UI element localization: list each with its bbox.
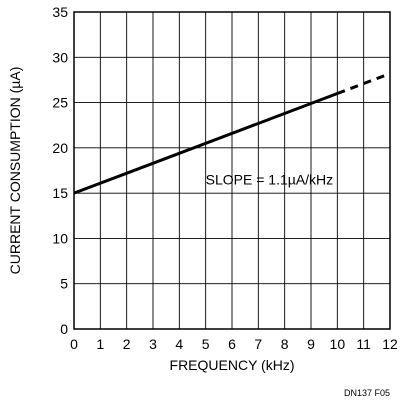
y-tick-labels: 0 5 10 15 20 25 30 35 [52,4,68,337]
figure-id: DN137 F05 [344,388,390,398]
y-tick-label: 25 [52,95,68,111]
data-series [73,72,391,195]
y-tick-label: 5 [60,276,68,292]
x-tick-label: 12 [382,336,398,352]
y-tick-label: 35 [52,4,68,20]
x-tick-label: 8 [281,336,289,352]
grid-lines [73,11,391,330]
x-tick-label: 2 [123,336,131,352]
y-tick-label: 20 [52,140,68,156]
series-line-solid [73,92,338,195]
x-tick-label: 11 [356,336,371,352]
x-tick-label: 1 [96,336,104,352]
x-axis-title: FREQUENCY (kHz) [170,357,295,373]
y-tick-label: 10 [52,230,68,246]
y-tick-label: 30 [52,49,68,65]
x-tick-label: 4 [175,336,183,352]
y-tick-label: 15 [52,185,68,201]
x-tick-label: 3 [149,336,157,352]
x-tick-label: 6 [228,336,236,352]
x-tick-label: 5 [202,336,210,352]
series-line-dashed [336,72,391,95]
x-tick-label: 9 [307,336,315,352]
plot-frame [73,11,391,330]
y-axis-title: CURRENT CONSUMPTION (µA) [7,67,23,275]
x-tick-labels: 0 1 2 3 4 5 6 7 8 9 10 11 12 [70,336,398,352]
x-tick-label: 7 [254,336,262,352]
slope-annotation: SLOPE = 1.1µA/kHz [206,172,334,188]
x-tick-label: 0 [70,336,78,352]
x-tick-label: 10 [330,336,346,352]
y-tick-label: 0 [60,321,68,337]
